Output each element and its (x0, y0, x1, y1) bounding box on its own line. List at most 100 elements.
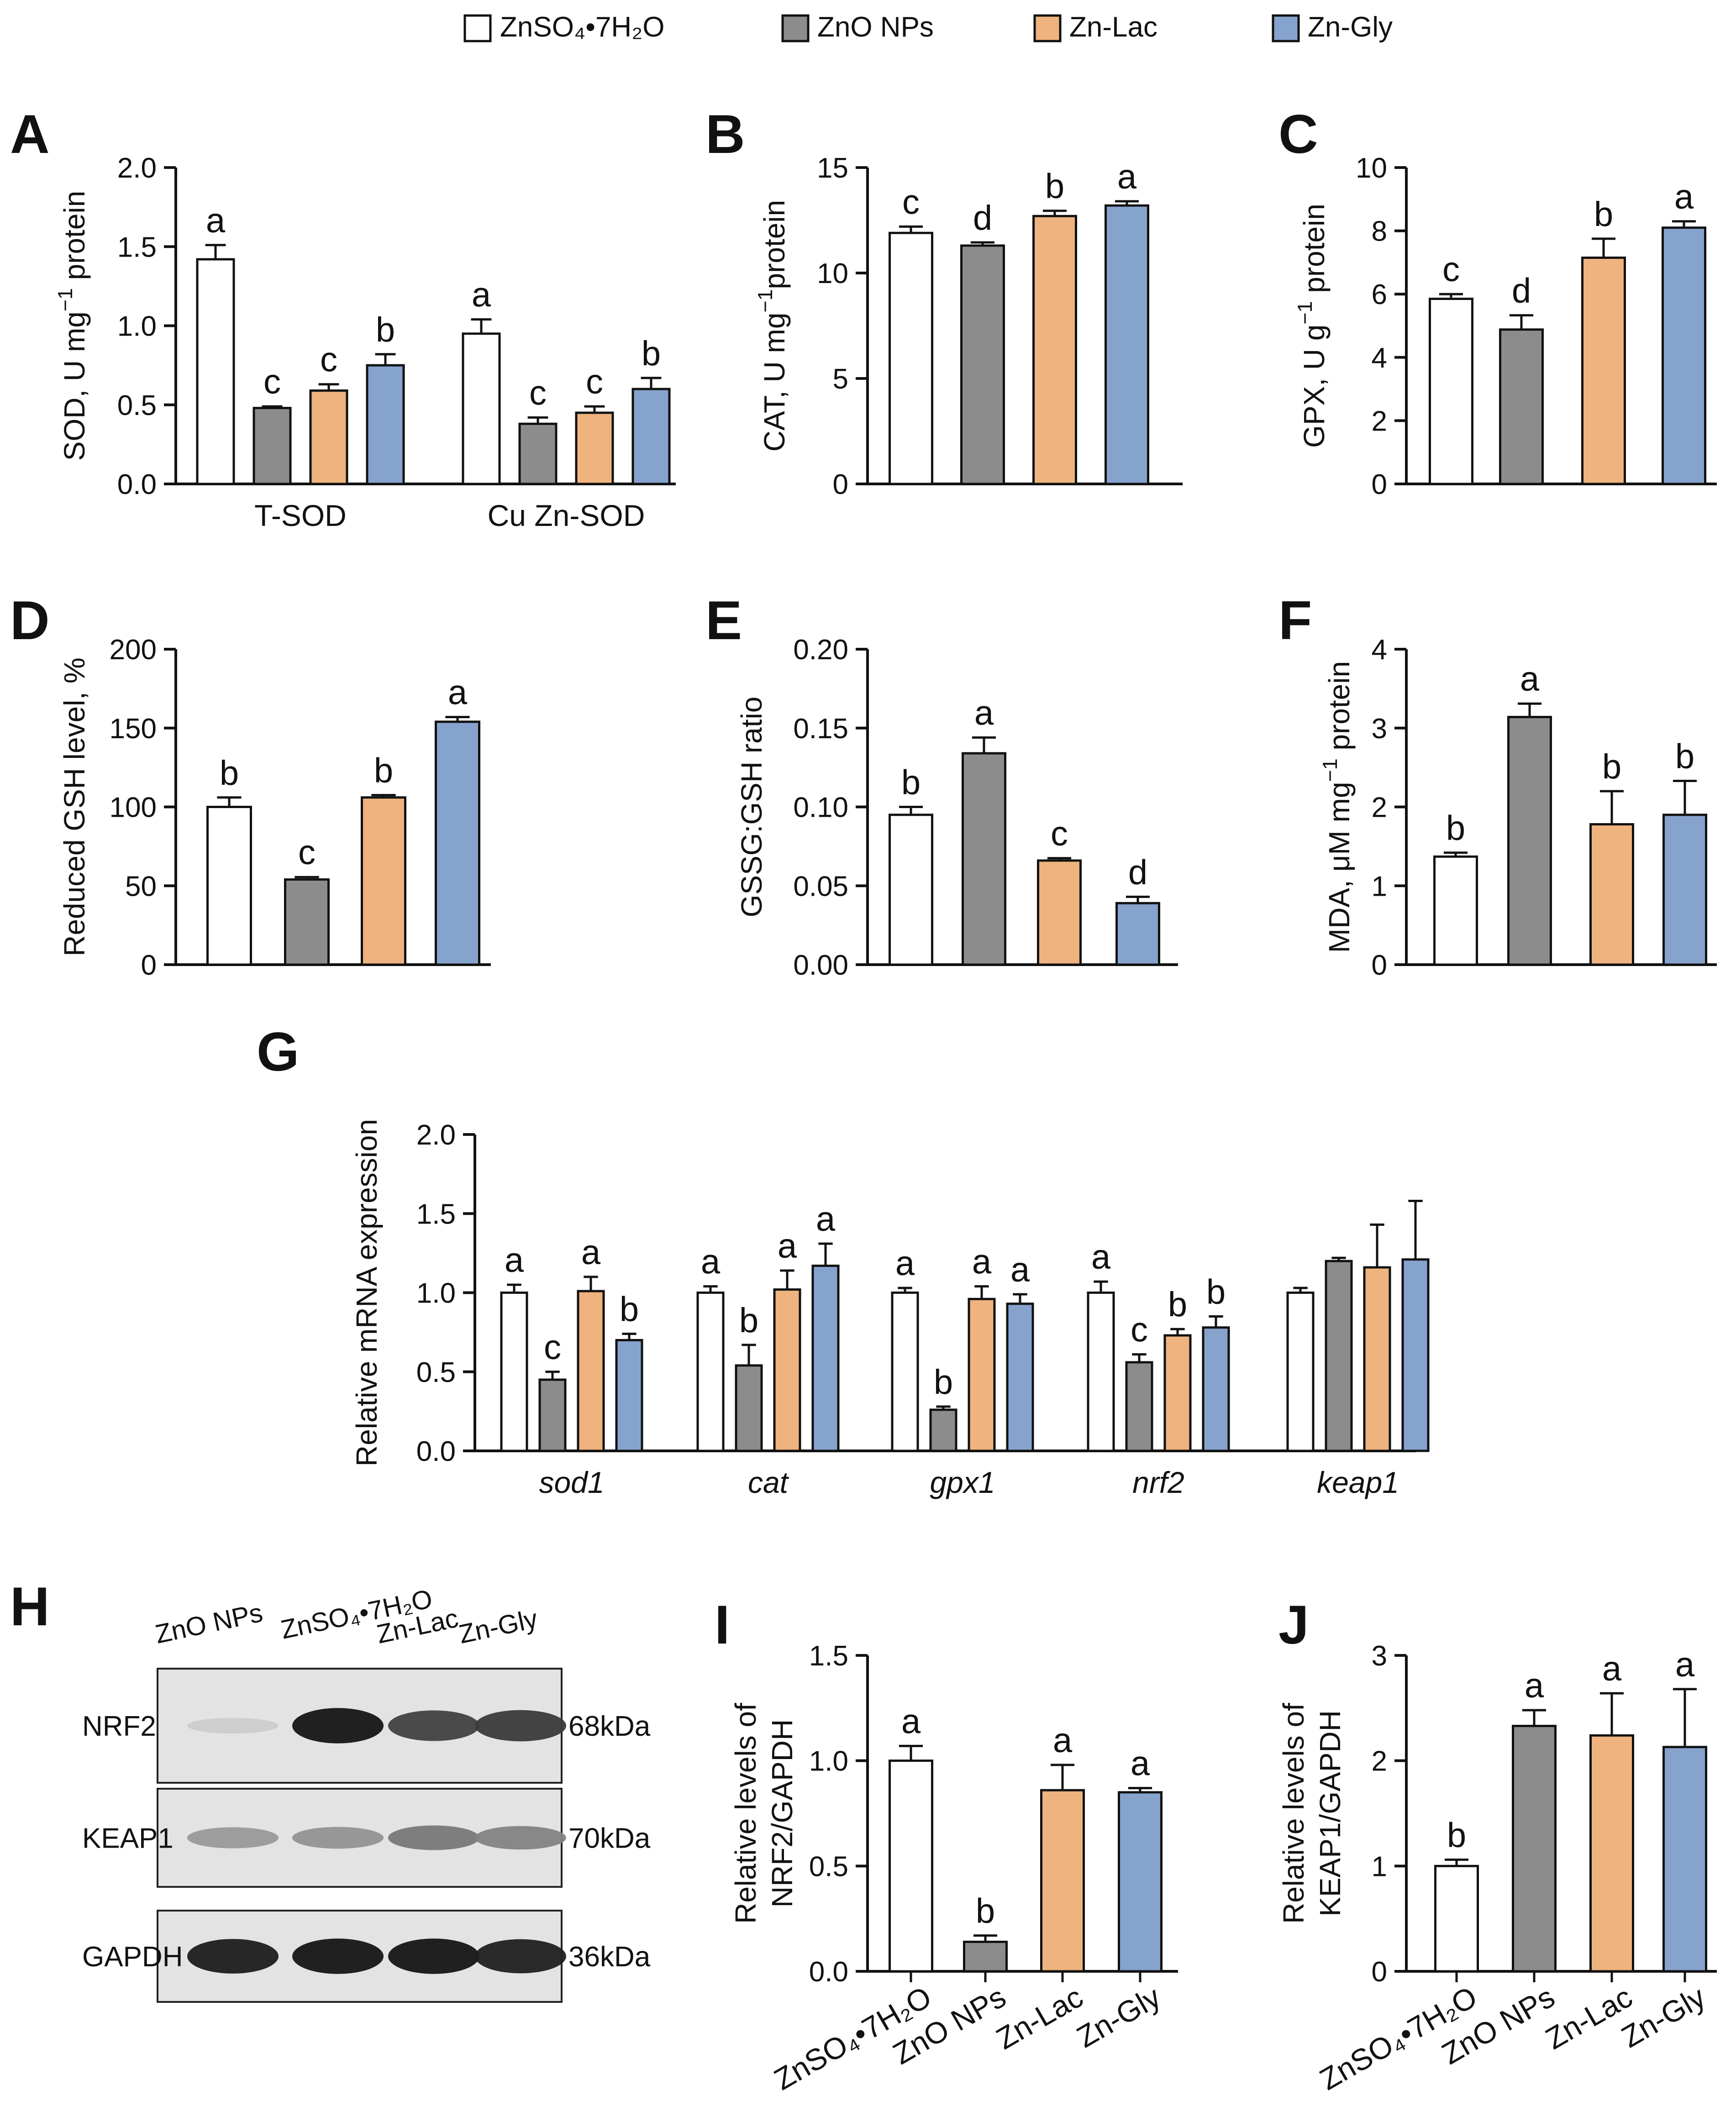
significance-letter: b (739, 1301, 758, 1340)
bar (773, 1288, 801, 1452)
bar (1286, 1292, 1315, 1452)
significance-letter: b (1602, 747, 1621, 786)
y-axis-label: GPX, U g−1 protein (1294, 204, 1331, 448)
significance-letter: b (901, 763, 921, 802)
legend-item-zno: ZnO NPs (781, 11, 934, 43)
y-tick-label: 0.0 (809, 1956, 848, 1988)
bar (1037, 859, 1082, 966)
protein-band (475, 1826, 566, 1850)
y-tick-label: 2.0 (117, 152, 157, 184)
panel-letter: A (10, 104, 50, 165)
y-tick-label: 1.0 (416, 1278, 456, 1309)
x-category-label: Cu Zn-SOD (488, 499, 645, 532)
significance-letter: a (1525, 1666, 1544, 1705)
significance-letter: b (376, 310, 395, 349)
bar (1662, 226, 1706, 485)
legend-swatch (463, 14, 492, 42)
legend-swatch (1033, 14, 1062, 42)
protein-band (187, 1939, 279, 1974)
y-tick-label: 3 (1372, 713, 1387, 745)
significance-letter: a (974, 693, 994, 732)
significance-letter: a (701, 1243, 721, 1281)
x-category-label: Zn-Lac (1540, 1980, 1638, 2056)
significance-letter: a (1674, 178, 1694, 216)
panel-f-mda-chart: F 0 1 2 3 4 MDA, μM mg−1 protein b a b b (1278, 590, 1717, 981)
y-tick-label: 0.20 (793, 634, 848, 666)
bar (1401, 1258, 1430, 1452)
y-tick-label: 10 (817, 258, 848, 289)
y-tick-label: 5 (833, 363, 848, 395)
significance-letter: a (581, 1233, 601, 1272)
bar (889, 231, 933, 485)
legend-label: Zn-Gly (1308, 11, 1393, 43)
protein-label: NRF2 (82, 1711, 156, 1742)
significance-letter: a (448, 673, 468, 712)
bar (1662, 814, 1707, 966)
significance-letter: d (973, 199, 992, 237)
y-tick-label: 4 (1372, 342, 1387, 374)
molecular-weight-label: 70kDa (568, 1823, 651, 1854)
protein-band (388, 1938, 479, 1974)
legend-label: ZnO NPs (817, 11, 934, 43)
bar (1163, 1334, 1192, 1452)
legend-item-znlac: Zn-Lac (1033, 11, 1157, 43)
bar (284, 878, 330, 966)
y-tick-label: 6 (1372, 279, 1387, 310)
y-tick-label: 1.5 (416, 1198, 456, 1230)
significance-letter: b (1045, 167, 1064, 206)
x-category-label: T-SOD (254, 499, 347, 532)
significance-letter: b (620, 1290, 639, 1329)
bar (1589, 823, 1634, 966)
bar (518, 422, 558, 485)
bar (1581, 257, 1626, 485)
bar (1325, 1260, 1353, 1452)
significance-letter: a (1117, 158, 1137, 196)
legend-item-zngly: Zn-Gly (1272, 11, 1393, 43)
significance-letter: d (1128, 853, 1147, 892)
bar (253, 407, 292, 485)
y-axis-label: GSSG:GSH ratio (735, 697, 768, 918)
y-tick-label: 0.0 (416, 1436, 456, 1467)
legend-label: Zn-Lac (1069, 11, 1157, 43)
legend: ZnSO₄•7H₂O ZnO NPs Zn-Lac Zn-Gly (463, 11, 1393, 43)
bar (196, 258, 235, 485)
protein-band (388, 1710, 479, 1741)
significance-letter: c (544, 1328, 561, 1367)
significance-letter: a (1131, 1744, 1150, 1783)
y-tick-label: 0 (1372, 950, 1387, 981)
significance-letter: b (976, 1892, 995, 1931)
bar (462, 332, 501, 485)
bar (1363, 1266, 1391, 1452)
panel-j-keap1-chart: J 0 1 2 3 Relative levels of KEAP1/GAPDH b a a a Zn… (1277, 1594, 1717, 2096)
bar (1507, 716, 1552, 966)
panel-letter: I (715, 1594, 730, 1655)
y-tick-label: 1.0 (809, 1746, 848, 1777)
panel-letter: E (705, 590, 742, 651)
protein-label: GAPDH (82, 1941, 183, 1973)
panel-letter: F (1278, 590, 1312, 651)
significance-letter: c (320, 341, 337, 379)
y-tick-label: 10 (1356, 152, 1387, 184)
y-tick-label: 0 (833, 469, 848, 500)
protein-band (187, 1827, 279, 1849)
bar (1115, 902, 1160, 966)
y-tick-label: 150 (110, 713, 157, 745)
y-tick-label: 1 (1372, 871, 1387, 902)
y-tick-label: 2 (1372, 1746, 1387, 1777)
y-tick-label: 0.5 (117, 390, 157, 421)
y-tick-label: 1.5 (117, 231, 157, 263)
bar (577, 1290, 605, 1452)
panel-letter: C (1278, 104, 1318, 165)
y-tick-label: 50 (125, 871, 157, 902)
significance-letter: a (901, 1702, 921, 1741)
y-tick-label: 0 (141, 950, 157, 981)
x-category-label: Zn-Gly (1071, 1980, 1166, 2054)
x-category-label: Zn-Gly (1616, 1980, 1711, 2054)
bar (1434, 1864, 1479, 1973)
protein-band (475, 1710, 566, 1742)
panel-letter: G (257, 1021, 299, 1082)
panel-letter: B (705, 104, 745, 165)
bar (929, 1408, 957, 1452)
significance-letter: d (1512, 272, 1531, 310)
